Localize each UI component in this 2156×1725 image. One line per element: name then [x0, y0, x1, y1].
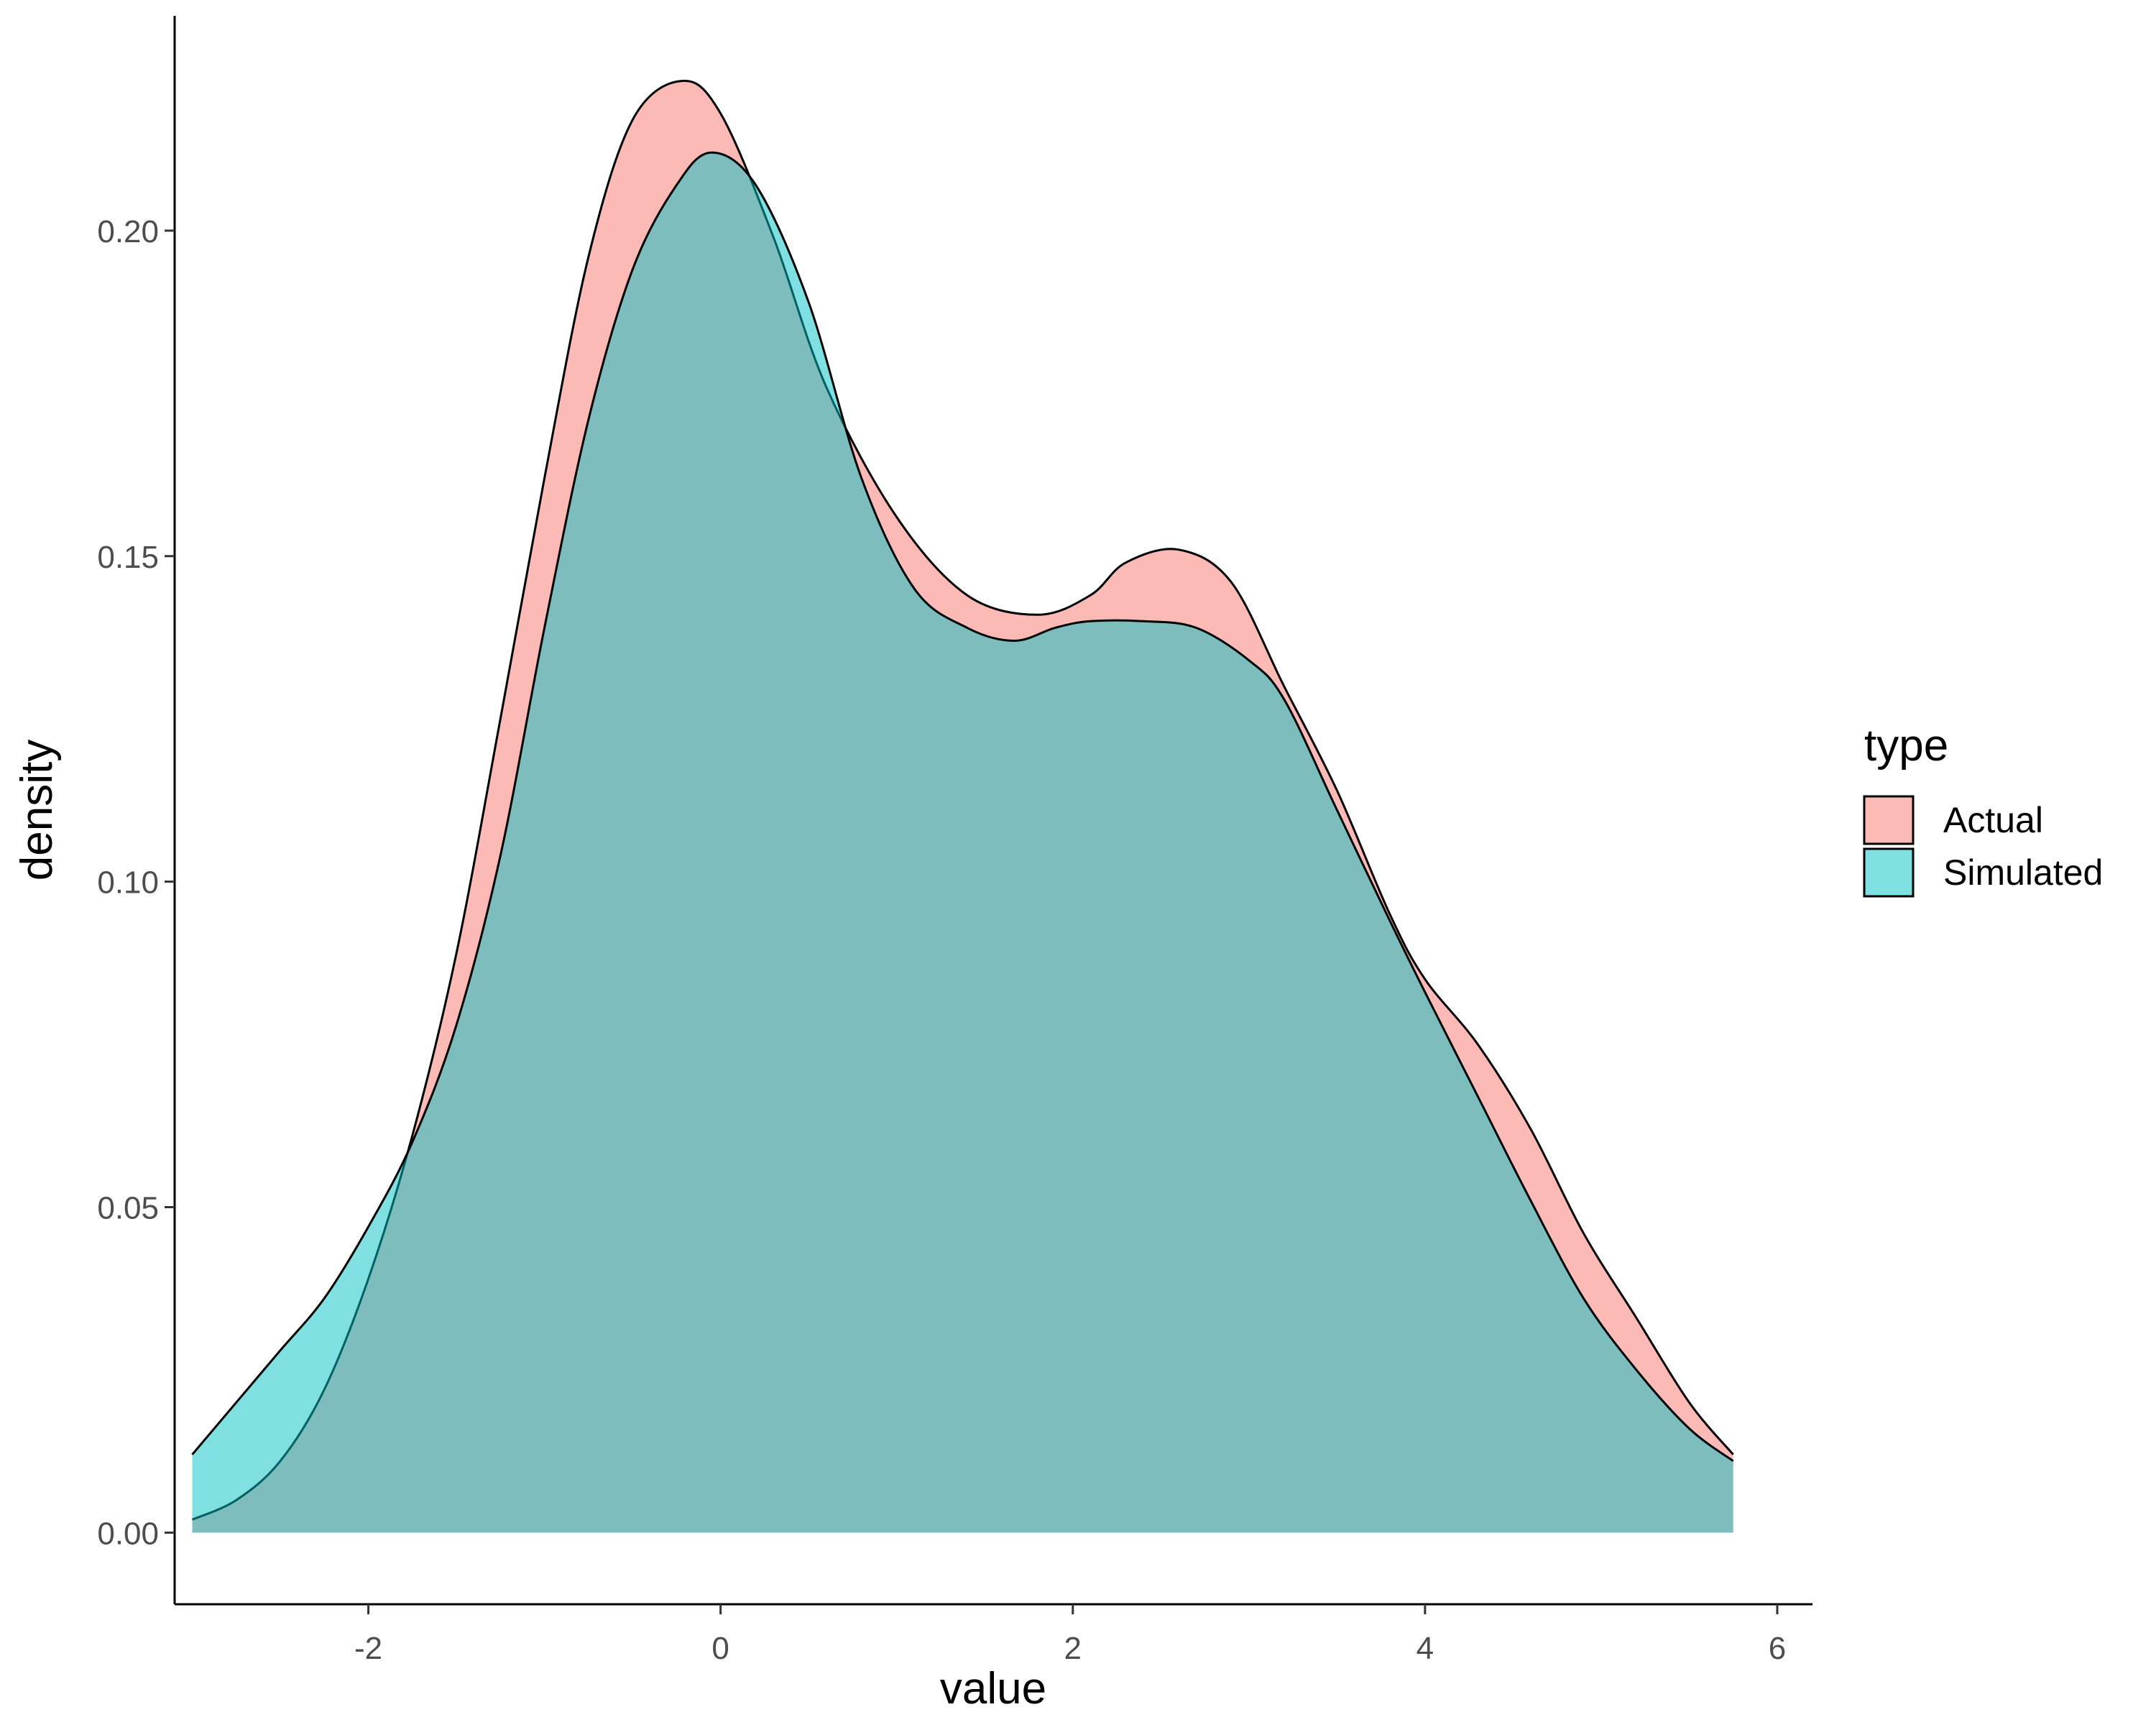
legend-label-actual: Actual [1943, 800, 2043, 840]
x-tick-label: 0 [711, 1631, 729, 1666]
y-tick-label: 0.15 [97, 540, 159, 575]
legend-swatch-simulated [1863, 847, 1915, 898]
x-tick-label: 4 [1416, 1631, 1434, 1666]
x-tick-label: 2 [1064, 1631, 1082, 1666]
x-tick-label: 6 [1769, 1631, 1786, 1666]
y-tick-label: 0.10 [97, 865, 159, 901]
density-areas [191, 80, 1734, 1533]
legend-label-simulated: Simulated [1943, 852, 2103, 893]
x-tick-label: -2 [354, 1631, 382, 1666]
y-tick-label: 0.00 [97, 1516, 159, 1551]
x-axis-title: value [940, 1664, 1046, 1714]
legend: type Actual Simulated [1863, 721, 2103, 898]
density-line-simulated [191, 151, 1734, 1462]
axes [173, 16, 1812, 1606]
legend-title: type [1864, 721, 1948, 770]
y-tick-label: 0.20 [97, 214, 159, 249]
y-tick-label: 0.05 [97, 1191, 159, 1226]
legend-swatch-actual [1863, 795, 1915, 845]
y-ticks: 0.00 0.05 0.10 0.15 0.20 [97, 214, 175, 1551]
x-ticks: -2 0 2 4 6 [354, 1604, 1786, 1666]
density-area-simulated [192, 152, 1733, 1533]
y-axis-title: density [12, 740, 62, 880]
